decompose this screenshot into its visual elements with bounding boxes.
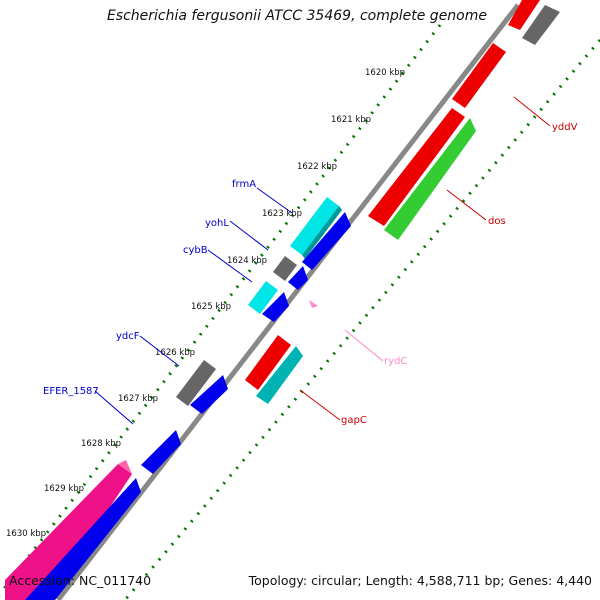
gene-blue-3[interactable] xyxy=(262,292,289,322)
label-yddV[interactable]: yddV xyxy=(552,122,578,133)
gene-labels: frmA yohL cybB ydcF EFER_1587 yddV dos r… xyxy=(43,122,578,426)
gene-gray-top[interactable] xyxy=(522,5,560,45)
leader-cybB xyxy=(207,249,253,283)
label-frmA[interactable]: frmA xyxy=(232,179,256,190)
gene-blue-1[interactable] xyxy=(302,212,351,270)
tick-1627: 1627 kbp xyxy=(118,394,158,404)
gene-magenta-tip xyxy=(118,460,132,474)
leader-gapC xyxy=(299,389,341,421)
gene-blue-2[interactable] xyxy=(288,266,308,290)
gene-blue-4[interactable] xyxy=(190,375,228,414)
tick-1625: 1625 kbp xyxy=(191,302,231,312)
gene-blue-long[interactable] xyxy=(25,478,141,600)
gene-magenta[interactable] xyxy=(5,464,132,600)
label-rydC[interactable]: rydC xyxy=(384,356,407,367)
gene-red-top[interactable] xyxy=(508,0,540,30)
tick-1623: 1623 kbp xyxy=(262,209,302,219)
gene-ydcF[interactable] xyxy=(176,360,216,406)
inner-strand-genes xyxy=(25,118,476,600)
leader-frmA xyxy=(256,187,293,214)
gene-red-mid[interactable] xyxy=(245,335,291,390)
tick-1626: 1626 kbp xyxy=(155,348,195,358)
gene-yohL[interactable] xyxy=(273,256,297,281)
tick-1630: 1630 kbp xyxy=(6,529,46,539)
tick-1622: 1622 kbp xyxy=(297,162,337,172)
gene-frmA[interactable] xyxy=(290,197,339,255)
genome-backbone xyxy=(56,3,520,600)
map-title: Escherichia fergusonii ATCC 35469, compl… xyxy=(106,8,487,24)
gene-dos-green[interactable] xyxy=(384,118,476,240)
gene-cybB[interactable] xyxy=(248,281,278,314)
label-ydcF[interactable]: ydcF xyxy=(116,331,140,342)
tick-labels: 1620 kbp 1621 kbp 1622 kbp 1623 kbp 1624… xyxy=(6,68,405,539)
leader-yddV xyxy=(513,96,551,127)
outer-dotted-track xyxy=(0,24,442,596)
tick-1621: 1621 kbp xyxy=(331,115,371,125)
label-gapC[interactable]: gapC xyxy=(341,415,367,426)
gene-blue-5[interactable] xyxy=(141,430,181,474)
gene-dos-red[interactable] xyxy=(368,108,465,226)
accession-label: Accession: NC_011740 xyxy=(9,573,152,588)
label-EFER_1587[interactable]: EFER_1587 xyxy=(43,386,99,397)
gene-yddV[interactable] xyxy=(452,43,506,108)
leader-EFER xyxy=(94,390,134,425)
outer-strand-genes xyxy=(5,0,560,600)
leader-yohL xyxy=(229,220,269,251)
tick-1624: 1624 kbp xyxy=(227,256,267,266)
leader-lines xyxy=(94,96,551,425)
gene-gapC[interactable] xyxy=(256,346,303,404)
tick-1628: 1628 kbp xyxy=(81,439,121,449)
inner-dotted-track xyxy=(123,39,600,600)
leader-ydcF xyxy=(139,335,180,367)
leader-dos xyxy=(446,189,487,221)
tick-1620: 1620 kbp xyxy=(365,68,405,78)
topology-label: Topology: circular; Length: 4,588,711 bp… xyxy=(248,573,592,588)
label-yohL[interactable]: yohL xyxy=(205,218,229,229)
label-cybB[interactable]: cybB xyxy=(183,245,208,256)
tick-1629: 1629 kbp xyxy=(44,484,84,494)
label-dos[interactable]: dos xyxy=(488,216,506,227)
gene-pink-small[interactable] xyxy=(309,300,318,308)
gene-frmA-shade xyxy=(302,206,342,259)
leader-rydC xyxy=(344,329,384,362)
dotted-tick-tracks xyxy=(0,24,600,600)
